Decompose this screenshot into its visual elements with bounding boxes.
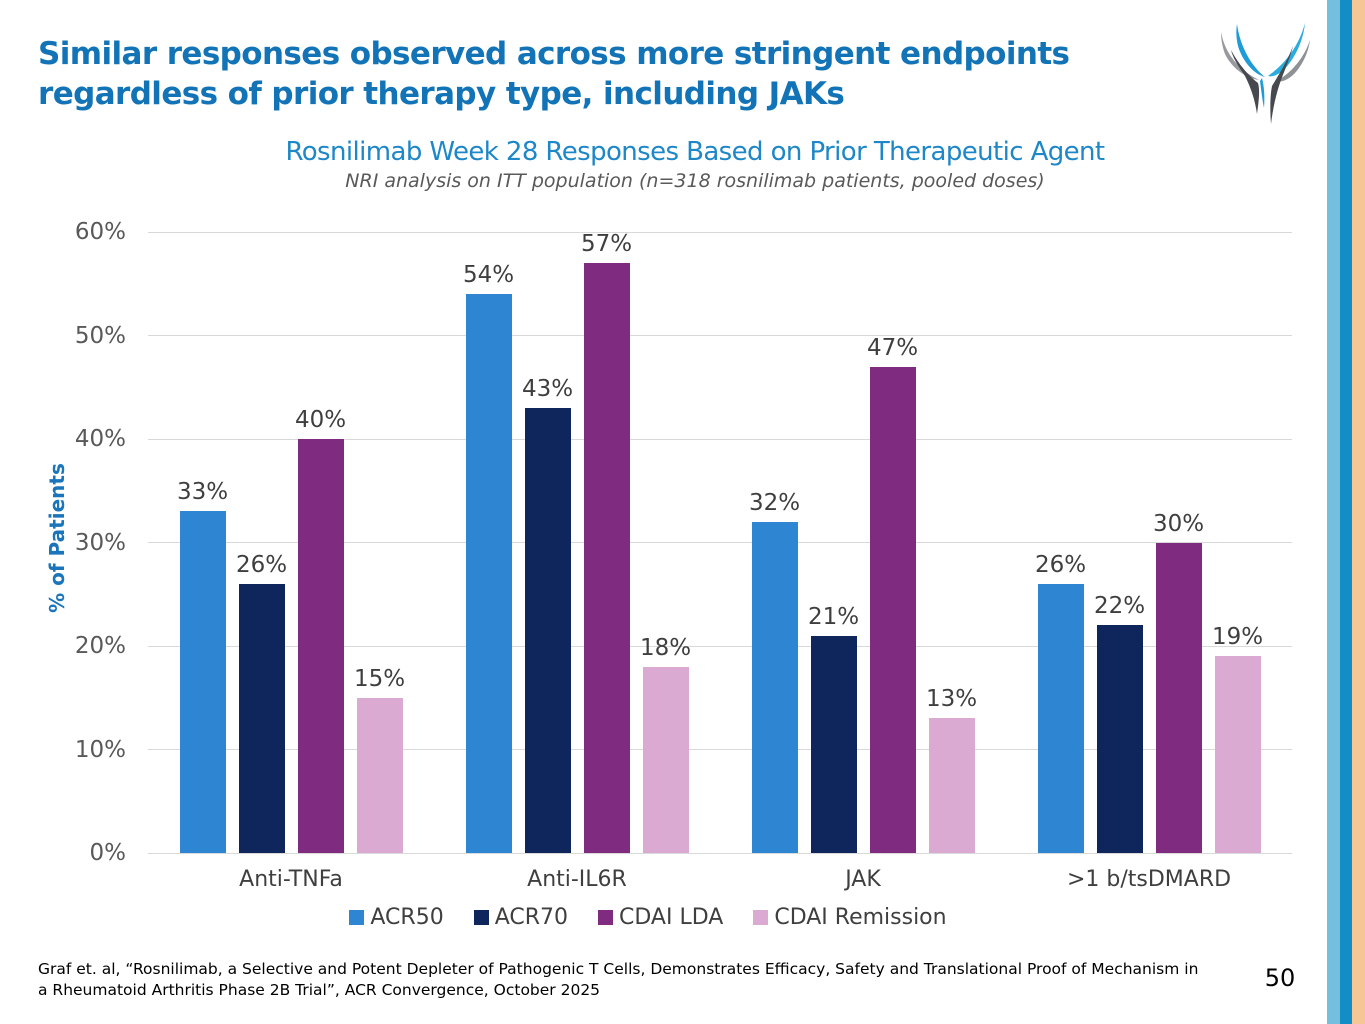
bar-value-label: 21%	[807, 603, 860, 630]
edge-stripe-peach	[1352, 0, 1365, 1024]
gridline-20%	[148, 645, 1292, 647]
bar-value-label: 18%	[639, 634, 692, 661]
bar-value-label: 57%	[580, 231, 633, 258]
legend-item-cdai-lda: CDAI LDA	[598, 905, 723, 930]
legend-item-acr70: ACR70	[473, 905, 569, 930]
gridline-0%	[148, 852, 1292, 854]
legend-marker-icon	[349, 910, 365, 925]
bar-CDAI Remission-Anti-IL6R	[642, 666, 689, 853]
bar-value-label: 13%	[925, 686, 978, 713]
bar-CDAI Remission-JAK	[928, 718, 975, 853]
bar-ACR70->1 b/tsDMARD	[1096, 625, 1143, 853]
bar-CDAI LDA-Anti-TNFa	[297, 439, 344, 853]
citation-line1: Graf et. al, “Rosnilimab, a Selective an…	[38, 960, 1199, 978]
gridline-40%	[148, 438, 1292, 440]
bar-ACR50->1 b/tsDMARD	[1037, 583, 1084, 853]
bar-value-label: 26%	[1034, 551, 1087, 578]
edge-stripe-dark-blue	[1340, 0, 1352, 1024]
legend-marker-icon	[598, 910, 614, 925]
bar-value-label: 15%	[353, 665, 406, 692]
bar-CDAI LDA-Anti-IL6R	[583, 263, 630, 853]
legend-item-acr50: ACR50	[349, 905, 444, 930]
bar-value-label: 54%	[462, 262, 515, 289]
y-tick-label: 50%	[74, 322, 126, 349]
bar-CDAI LDA->1 b/tsDMARD	[1155, 542, 1202, 853]
gridline-60%	[148, 231, 1292, 233]
bar-CDAI LDA-JAK	[869, 366, 916, 853]
x-axis-category-label: >1 b/tsDMARD	[1066, 867, 1232, 892]
x-axis-category-label: Anti-IL6R	[527, 867, 627, 892]
citation-line2: a Rheumatoid Arthritis Phase 2B Trial”, …	[38, 981, 601, 999]
gridline-30%	[148, 542, 1292, 543]
bar-value-label: 32%	[748, 489, 801, 516]
y-tick-label: 40%	[74, 426, 126, 452]
chart-legend: ACR50 ACR70 CDAI LDA CDAI Remission	[76, 905, 1220, 930]
page-number: 50	[1264, 964, 1296, 992]
bar-value-label: 47%	[866, 334, 919, 361]
y-tick-label: 10%	[74, 736, 126, 763]
bar-value-label: 43%	[521, 375, 574, 402]
bar-CDAI Remission->1 b/tsDMARD	[1214, 656, 1261, 853]
bar-value-label: 30%	[1152, 510, 1205, 537]
legend-item-cdai-remission: CDAI Remission	[753, 905, 947, 930]
gridline-10%	[148, 749, 1292, 750]
legend-marker-icon	[473, 910, 489, 925]
chart-title: Rosnilimab Week 28 Responses Based on Pr…	[285, 137, 1105, 167]
bar-value-label: 40%	[294, 407, 347, 433]
legend-label: CDAI Remission	[774, 905, 947, 930]
bar-ACR70-Anti-TNFa	[238, 583, 285, 853]
citation: Graf et. al, “Rosnilimab, a Selective an…	[38, 959, 1218, 1001]
y-tick-label: 0%	[89, 840, 127, 866]
legend-label: CDAI LDA	[619, 905, 724, 930]
page-title-line2: regardless of prior therapy type, includ…	[38, 76, 845, 112]
edge-stripe-light-blue	[1327, 0, 1340, 1024]
bar-value-label: 19%	[1211, 624, 1264, 651]
company-logo-icon	[1221, 23, 1310, 124]
bar-ACR70-JAK	[810, 635, 857, 853]
bar-value-label: 26%	[235, 551, 288, 578]
y-tick-label: 20%	[74, 633, 126, 659]
bar-chart-plot-area: 0% 10% 20% 30% 40% 50% 60% 33% 26% 40% 15% Anti-TNF…	[75, 219, 1292, 892]
y-tick-label: 60%	[74, 219, 126, 245]
legend-label: ACR50	[370, 905, 444, 930]
page-title: Similar responses observed across more s…	[38, 34, 1218, 114]
bar-ACR70-Anti-IL6R	[524, 407, 571, 853]
x-axis-category-label: Anti-TNFa	[239, 867, 343, 892]
bar-ACR50-JAK	[751, 521, 798, 853]
chart-subtitle: NRI analysis on ITT population (n=318 ro…	[345, 170, 1045, 192]
x-axis-category-label: JAK	[845, 867, 881, 892]
bar-CDAI Remission-Anti-TNFa	[356, 697, 403, 853]
legend-label: ACR70	[494, 905, 569, 930]
bar-ACR50-Anti-IL6R	[465, 294, 512, 853]
bar-ACR50-Anti-TNFa	[179, 511, 226, 853]
bar-value-label: 33%	[176, 479, 229, 506]
page-title-line1: Similar responses observed across more s…	[38, 36, 1070, 72]
y-tick-label: 30%	[74, 529, 126, 556]
bar-value-label: 22%	[1093, 593, 1146, 620]
gridline-50%	[148, 335, 1292, 336]
legend-marker-icon	[753, 910, 769, 925]
